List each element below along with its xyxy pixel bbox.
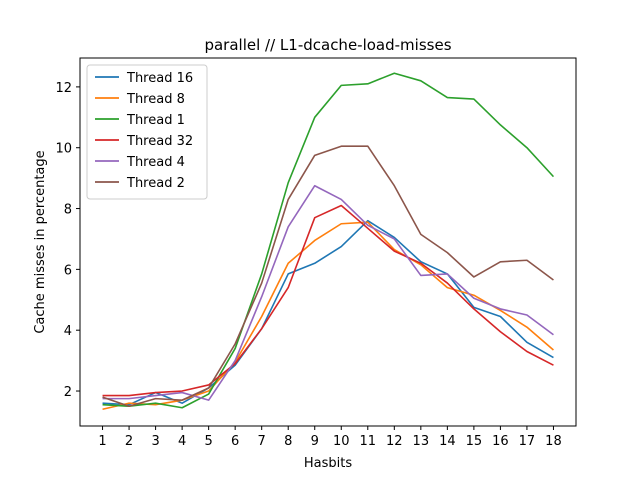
- series-line-thread-8: [102, 221, 554, 411]
- x-tick-label: 12: [386, 434, 403, 449]
- x-tick-label: 6: [231, 434, 239, 449]
- legend-label-thread-1: Thread 1: [126, 113, 185, 128]
- x-tick-label: 18: [545, 434, 562, 449]
- x-tick-label: 2: [125, 434, 133, 449]
- y-tick-label: 12: [55, 81, 72, 96]
- chart-title: parallel // L1-dcache-load-misses: [204, 36, 451, 54]
- x-tick-label: 17: [519, 434, 536, 449]
- legend-label-thread-8: Thread 8: [126, 92, 185, 107]
- series-line-thread-32: [102, 204, 554, 397]
- series-line-thread-1: [102, 72, 555, 409]
- x-tick-label: 13: [413, 434, 430, 449]
- x-tick-label: 4: [178, 434, 186, 449]
- y-axis-ticks: 2 4 6 8 10 12: [55, 81, 80, 400]
- y-tick-label: 4: [64, 324, 72, 339]
- y-axis-label: Cache misses in percentage: [33, 150, 48, 333]
- legend-label-thread-2: Thread 2: [126, 176, 185, 191]
- x-tick-label: 15: [466, 434, 483, 449]
- y-tick-label: 10: [55, 142, 72, 157]
- x-axis-ticks: 1 2 3 4 5 6 7 8 9 10 11 12 13 14 15 16 17 18: [98, 426, 562, 449]
- x-tick-label: 14: [439, 434, 456, 449]
- y-tick-label: 2: [64, 385, 72, 400]
- series-layer: [102, 72, 555, 411]
- legend-label-thread-4: Thread 4: [126, 155, 185, 170]
- plot-frame: [79, 57, 577, 427]
- x-axis-label: Hasbits: [304, 456, 352, 471]
- x-tick-label: 8: [284, 434, 292, 449]
- legend-label-thread-32: Thread 32: [126, 134, 193, 149]
- x-tick-label: 10: [333, 434, 350, 449]
- y-tick-label: 8: [64, 203, 72, 218]
- x-tick-label: 5: [205, 434, 213, 449]
- legend-label-thread-16: Thread 16: [126, 71, 193, 86]
- series-line-thread-2: [102, 145, 554, 408]
- x-tick-label: 9: [311, 434, 319, 449]
- x-tick-label: 7: [258, 434, 266, 449]
- x-tick-label: 11: [360, 434, 377, 449]
- x-tick-label: 1: [98, 434, 106, 449]
- legend: Thread 16 Thread 8 Thread 1 Thread 32 Thread…: [86, 64, 208, 200]
- x-tick-label: 3: [151, 434, 159, 449]
- series-line-thread-4: [102, 184, 554, 401]
- x-tick-label: 16: [492, 434, 509, 449]
- y-tick-label: 6: [64, 263, 72, 278]
